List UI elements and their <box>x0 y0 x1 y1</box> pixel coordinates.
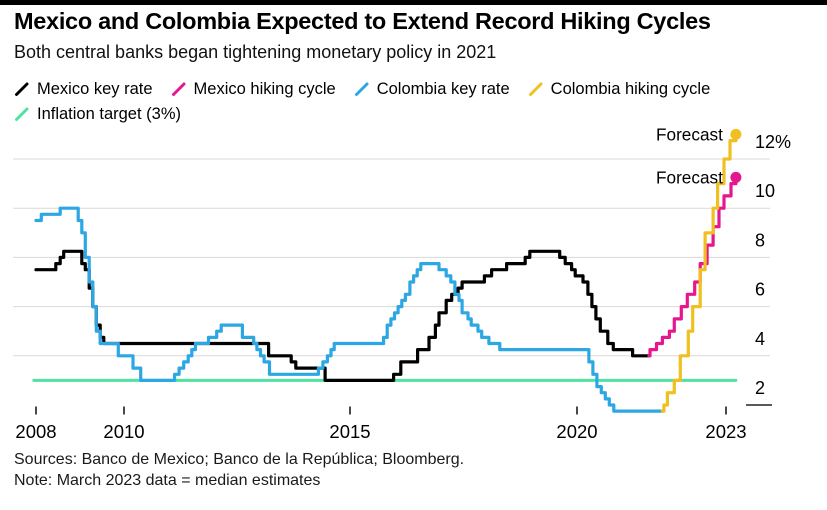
y-axis-label: 4 <box>755 329 765 349</box>
legend-slash-icon <box>354 82 369 96</box>
chart-subtitle: Both central banks began tightening mone… <box>14 42 497 62</box>
legend-slash-icon <box>528 82 543 96</box>
legend-slash-icon <box>15 107 29 121</box>
legend-label: Mexico hiking cycle <box>193 80 336 98</box>
legend: Mexico key rate Mexico hiking cycle Colo… <box>14 78 806 126</box>
note-line: Note: March 2023 data = median estimates <box>14 472 321 489</box>
y-axis-label: 6 <box>755 280 765 300</box>
legend-item-mexico-key-rate: Mexico key rate <box>14 78 153 101</box>
legend-slash-icon <box>171 82 186 96</box>
legend-label: Colombia hiking cycle <box>550 80 711 98</box>
sources-line: Sources: Banco de Mexico; Banco de la Re… <box>14 451 465 468</box>
legend-item-colombia-key-rate: Colombia key rate <box>354 78 510 101</box>
legend-item-inflation-target: Inflation target (3%) <box>14 103 181 126</box>
series-colombia-hiking-cycle <box>660 132 738 413</box>
x-axis-label: 2010 <box>103 421 144 442</box>
x-axis-label: 2008 <box>15 421 56 442</box>
legend-slash-icon <box>15 82 29 96</box>
y-axis-label: 12% <box>755 132 791 152</box>
series-mexico-key-rate <box>34 249 651 382</box>
legend-label: Inflation target (3%) <box>37 105 181 123</box>
legend-label: Colombia key rate <box>376 80 510 98</box>
forecast-dot <box>730 171 742 183</box>
x-axis-label: 2015 <box>329 421 370 442</box>
y-axis-label: 2 <box>755 378 765 398</box>
top-accent-bar <box>0 0 827 5</box>
series-colombia-key-rate <box>34 206 664 413</box>
x-axis-label: 2023 <box>705 421 746 442</box>
legend-item-colombia-hiking-cycle: Colombia hiking cycle <box>528 78 711 101</box>
y-axis-label: 8 <box>755 230 765 250</box>
series-mexico-hiking-cycle <box>647 175 738 358</box>
legend-item-mexico-hiking-cycle: Mexico hiking cycle <box>171 78 336 101</box>
legend-label: Mexico key rate <box>37 80 153 98</box>
x-axis-label: 2020 <box>556 421 597 442</box>
chart-title: Mexico and Colombia Expected to Extend R… <box>14 8 711 34</box>
forecast-dot <box>730 128 742 140</box>
forecast-label: Forecast <box>656 124 723 144</box>
forecast-label: Forecast <box>656 167 723 187</box>
chart-footer: Sources: Banco de Mexico; Banco de la Re… <box>14 449 814 491</box>
y-axis-label: 10 <box>755 181 775 201</box>
